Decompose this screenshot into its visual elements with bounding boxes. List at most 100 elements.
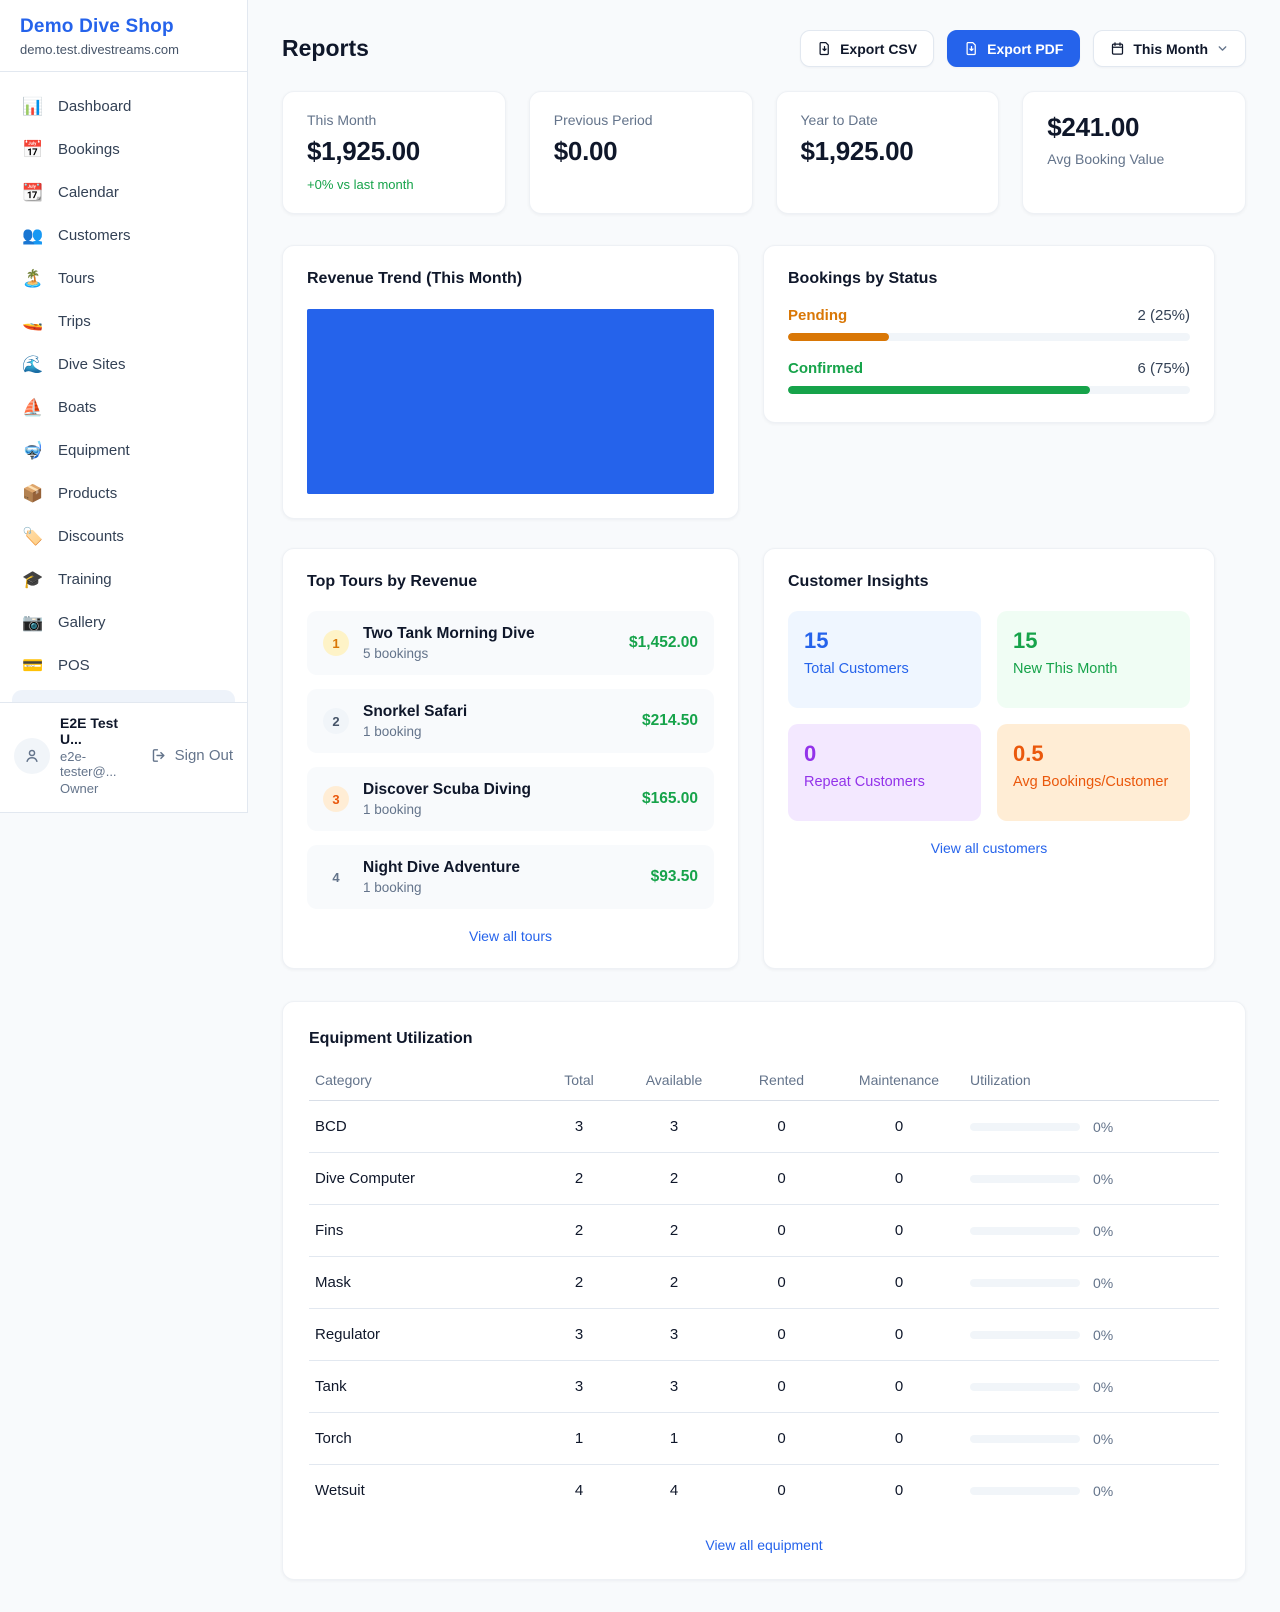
top-tours-panel: Top Tours by Revenue 1 Two Tank Morning … <box>282 548 739 969</box>
top-tours-title: Top Tours by Revenue <box>307 573 478 590</box>
tile-avg-bookings-customer: 0.5 Avg Bookings/Customer <box>997 724 1190 821</box>
tour-bookings: 1 booking <box>363 802 422 817</box>
cell-maintenance: 0 <box>834 1308 964 1361</box>
calendar-icon <box>1112 42 1124 55</box>
sailboat-icon: ⛵ <box>22 397 44 417</box>
cell-category: Tank <box>309 1360 539 1413</box>
cell-category: Regulator <box>309 1308 539 1361</box>
sidebar-item-label: Tours <box>58 269 95 287</box>
status-bar-fill-confirmed <box>788 386 1090 394</box>
sidebar-item-tours[interactable]: 🏝️ Tours <box>12 260 235 296</box>
cell-available: 3 <box>619 1100 729 1153</box>
cell-rented: 0 <box>729 1100 834 1153</box>
export-csv-label: Export CSV <box>840 40 918 57</box>
sidebar-item-dive-sites[interactable]: 🌊 Dive Sites <box>12 346 235 382</box>
rank-badge: 3 <box>323 786 349 812</box>
diving-mask-icon: 🤿 <box>22 440 44 460</box>
tour-name: Two Tank Morning Dive <box>363 625 535 642</box>
cell-maintenance: 0 <box>834 1360 964 1413</box>
equipment-table: Category Total Available Rented Maintena… <box>309 1062 1219 1516</box>
utilization-bar-track <box>970 1174 1080 1183</box>
rank-badge: 4 <box>332 869 340 885</box>
mid-row: Top Tours by Revenue 1 Two Tank Morning … <box>282 548 1246 969</box>
sign-out-button[interactable]: Sign Out <box>151 747 233 764</box>
cell-rented: 0 <box>729 1256 834 1309</box>
utilization-percent: 0% <box>1093 1274 1114 1291</box>
sidebar-item-bookings[interactable]: 📅 Bookings <box>12 131 235 167</box>
stat-card-avg-booking-value: $241.00 Avg Booking Value <box>1022 91 1246 214</box>
tour-revenue: $93.50 <box>650 868 698 885</box>
sidebar-item-dashboard[interactable]: 📊 Dashboard <box>12 88 235 124</box>
view-all-equipment-link[interactable]: View all equipment <box>705 1537 823 1553</box>
cell-utilization: 0% <box>964 1204 1219 1257</box>
stat-card-year-to-date: Year to Date $1,925.00 <box>775 91 1000 214</box>
stat-card-previous-period: Previous Period $0.00 <box>528 91 753 214</box>
col-utilization: Utilization <box>964 1062 1219 1101</box>
calendar-icon: 📆 <box>22 182 44 202</box>
speedboat-icon: 🚤 <box>22 311 44 331</box>
export-pdf-button[interactable]: Export PDF <box>947 30 1081 67</box>
user-name: E2E Test U... <box>60 715 119 747</box>
header-actions: Export CSV Export PDF This Month <box>800 30 1246 67</box>
col-category: Category <box>309 1062 539 1101</box>
cell-category: BCD <box>309 1100 539 1153</box>
stat-label: Avg Booking Value <box>1047 151 1165 167</box>
view-all-tours-link[interactable]: View all tours <box>468 928 552 944</box>
cell-rented: 0 <box>729 1152 834 1205</box>
customer-insights-title: Customer Insights <box>788 573 929 590</box>
sidebar-item-label: Products <box>58 484 118 502</box>
sidebar-item-gallery[interactable]: 📷 Gallery <box>12 604 235 640</box>
charts-row: Revenue Trend (This Month) Bookings by S… <box>282 245 1246 519</box>
tour-revenue: $165.00 <box>641 790 698 807</box>
tile-value: 15 <box>804 628 829 653</box>
utilization-percent: 0% <box>1093 1326 1114 1343</box>
view-all-customers-link[interactable]: View all customers <box>930 840 1048 856</box>
utilization-percent: 0% <box>1093 1430 1114 1447</box>
stat-card-this-month: This Month $1,925.00 +0% vs last month <box>282 91 506 214</box>
cell-category: Dive Computer <box>309 1152 539 1205</box>
sidebar-item-label: Discounts <box>58 527 124 545</box>
stat-label: Previous Period <box>553 112 653 128</box>
sidebar-item-equipment[interactable]: 🤿 Equipment <box>12 432 235 468</box>
cell-category: Mask <box>309 1256 539 1309</box>
cell-available: 2 <box>619 1256 729 1309</box>
sidebar-item-label: Equipment <box>58 441 130 459</box>
user-email: e2e-tester@... <box>60 749 117 779</box>
tour-row[interactable]: 4 Night Dive Adventure 1 booking $93.50 <box>307 845 714 909</box>
sidebar-item-products[interactable]: 📦 Products <box>12 475 235 511</box>
col-available: Available <box>619 1062 729 1101</box>
tour-row[interactable]: 3 Discover Scuba Diving 1 booking $165.00 <box>307 767 714 831</box>
sidebar-item-active-partial[interactable] <box>12 690 235 702</box>
sidebar-item-calendar[interactable]: 📆 Calendar <box>12 174 235 210</box>
sidebar-item-pos[interactable]: 💳 POS <box>12 647 235 683</box>
tour-row[interactable]: 2 Snorkel Safari 1 booking $214.50 <box>307 689 714 753</box>
period-dropdown[interactable]: This Month <box>1093 30 1246 67</box>
cell-available: 3 <box>619 1360 729 1413</box>
sidebar-item-label: Dashboard <box>58 97 132 115</box>
island-icon: 🏝️ <box>22 268 44 288</box>
sidebar-item-trips[interactable]: 🚤 Trips <box>12 303 235 339</box>
sidebar-item-training[interactable]: 🎓 Training <box>12 561 235 597</box>
utilization-bar-track <box>970 1226 1080 1235</box>
tile-label: New This Month <box>1013 661 1118 677</box>
tour-list: 1 Two Tank Morning Dive 5 bookings $1,452… <box>307 611 714 909</box>
sidebar-item-boats[interactable]: ⛵ Boats <box>12 389 235 425</box>
sign-out-label: Sign Out <box>174 747 233 764</box>
sidebar-item-discounts[interactable]: 🏷️ Discounts <box>12 518 235 554</box>
utilization-bar-track <box>970 1382 1080 1391</box>
shop-domain: demo.test.divestreams.com <box>20 42 179 57</box>
tile-new-this-month: 15 New This Month <box>997 611 1190 708</box>
sidebar-item-customers[interactable]: 👥 Customers <box>12 217 235 253</box>
user-role: Owner <box>60 781 99 796</box>
brand-block: Demo Dive Shop demo.test.divestreams.com <box>0 0 247 72</box>
sidebar: Demo Dive Shop demo.test.divestreams.com… <box>0 0 248 813</box>
utilization-percent: 0% <box>1093 1170 1114 1187</box>
utilization-percent: 0% <box>1093 1222 1114 1239</box>
status-value-confirmed: 6 (75%) <box>1137 360 1190 377</box>
sign-out-icon <box>152 749 165 762</box>
status-row-pending: Pending 2 (25%) <box>788 307 1190 341</box>
bookings-calendar-icon: 📅 <box>22 139 44 159</box>
equipment-table-row: Tank 3 3 0 0 0% <box>309 1360 1219 1413</box>
export-csv-button[interactable]: Export CSV <box>800 30 935 67</box>
tour-row[interactable]: 1 Two Tank Morning Dive 5 bookings $1,452… <box>307 611 714 675</box>
